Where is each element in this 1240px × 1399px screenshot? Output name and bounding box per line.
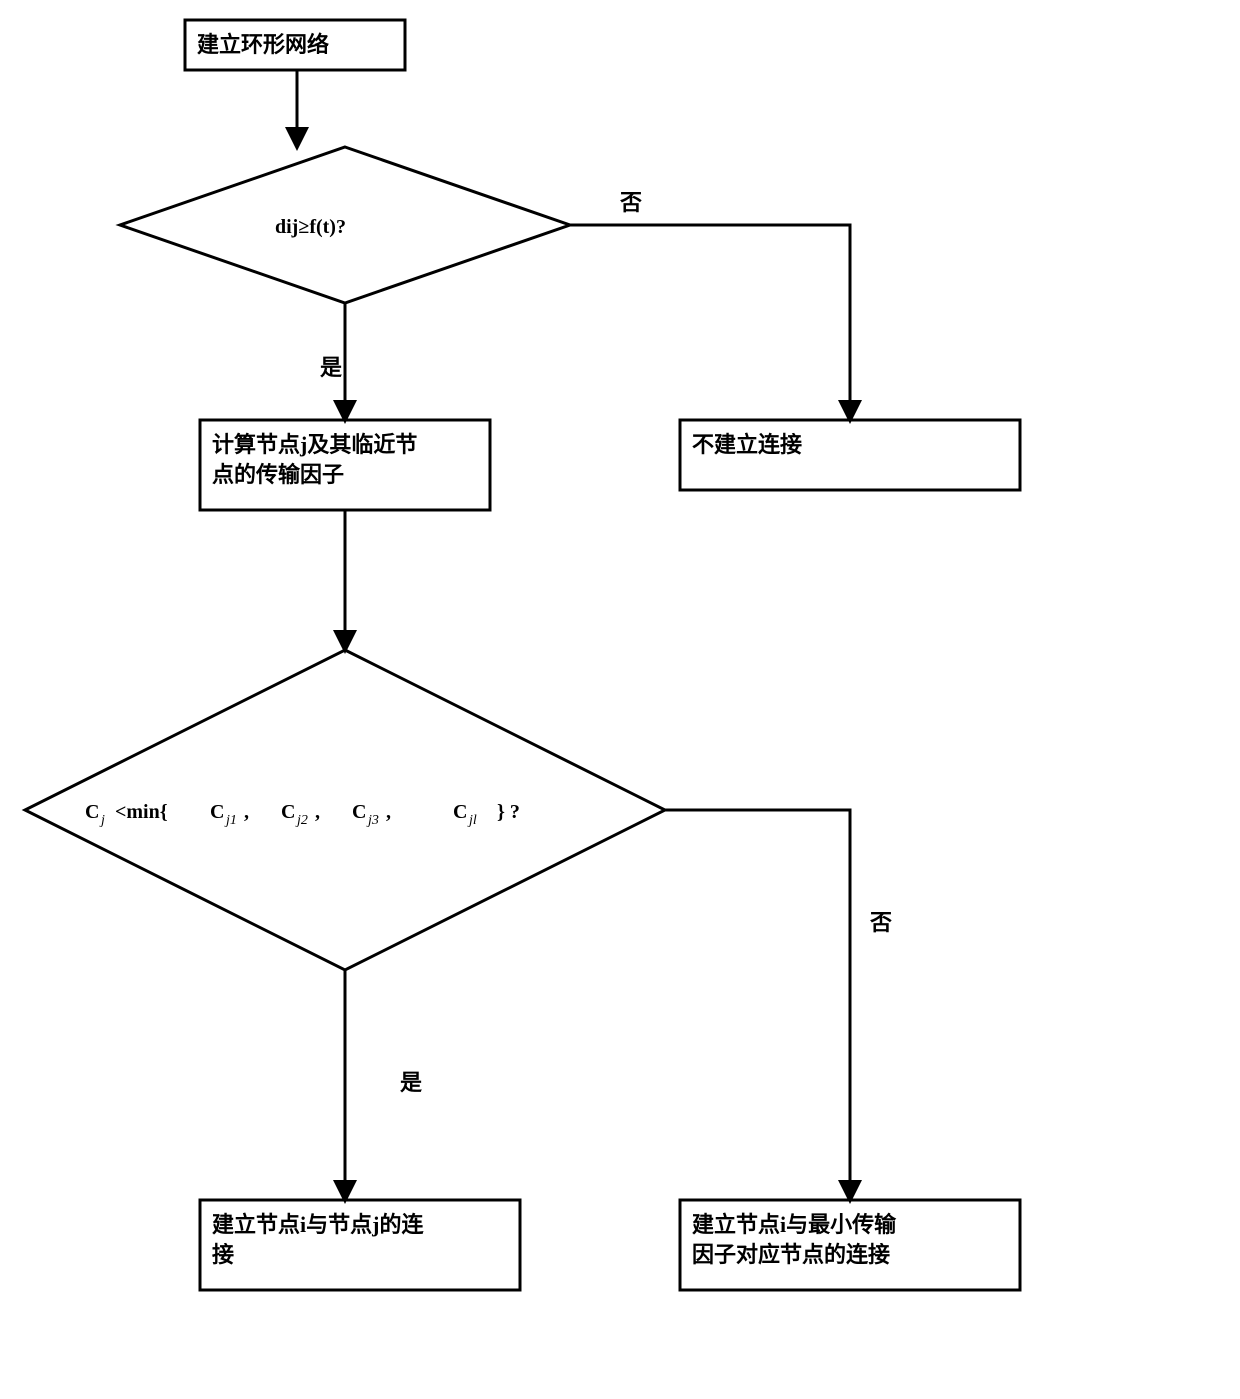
node-process1-text: 计算节点j及其临近节 bbox=[212, 432, 417, 457]
decision2-text: <min{ bbox=[115, 801, 168, 823]
decision2-text: , bbox=[315, 801, 320, 823]
node-connect-ij-text: 建立节点i与节点j的连 bbox=[212, 1212, 424, 1237]
decision2-text: j2 bbox=[295, 813, 308, 828]
decision2-text: C bbox=[352, 801, 366, 823]
decision2-text: C bbox=[453, 801, 467, 823]
node-process1-text: 点的传输因子 bbox=[212, 462, 344, 487]
decision2-text: , bbox=[244, 801, 249, 823]
node-no-connect-text: 不建立连接 bbox=[692, 432, 802, 457]
decision2-text: jl bbox=[467, 813, 477, 828]
node-connect-ij-text: 接 bbox=[212, 1242, 234, 1267]
edge-label-2: 否 bbox=[619, 190, 642, 215]
decision2-text: C bbox=[210, 801, 224, 823]
node-start-text: 建立环形网络 bbox=[197, 32, 329, 57]
decision2-text: j bbox=[99, 813, 105, 828]
decision2-text: j1 bbox=[224, 813, 237, 828]
edge-label-1: 是 bbox=[320, 355, 342, 380]
decision2-text: C bbox=[85, 801, 99, 823]
decision2-text: j3 bbox=[366, 813, 379, 828]
edge-5 bbox=[665, 810, 850, 1200]
decision1-text: dij≥f(t)? bbox=[275, 216, 346, 238]
edge-label-5: 否 bbox=[869, 910, 892, 935]
decision2-text: , bbox=[386, 801, 391, 823]
decision2-text: } ? bbox=[497, 801, 520, 823]
edge-2 bbox=[570, 225, 850, 420]
node-connect-min-text: 因子对应节点的连接 bbox=[692, 1242, 890, 1267]
edge-label-4: 是 bbox=[400, 1070, 422, 1095]
node-connect-min-text: 建立节点i与最小传输 bbox=[692, 1212, 897, 1237]
decision2-text: C bbox=[281, 801, 295, 823]
